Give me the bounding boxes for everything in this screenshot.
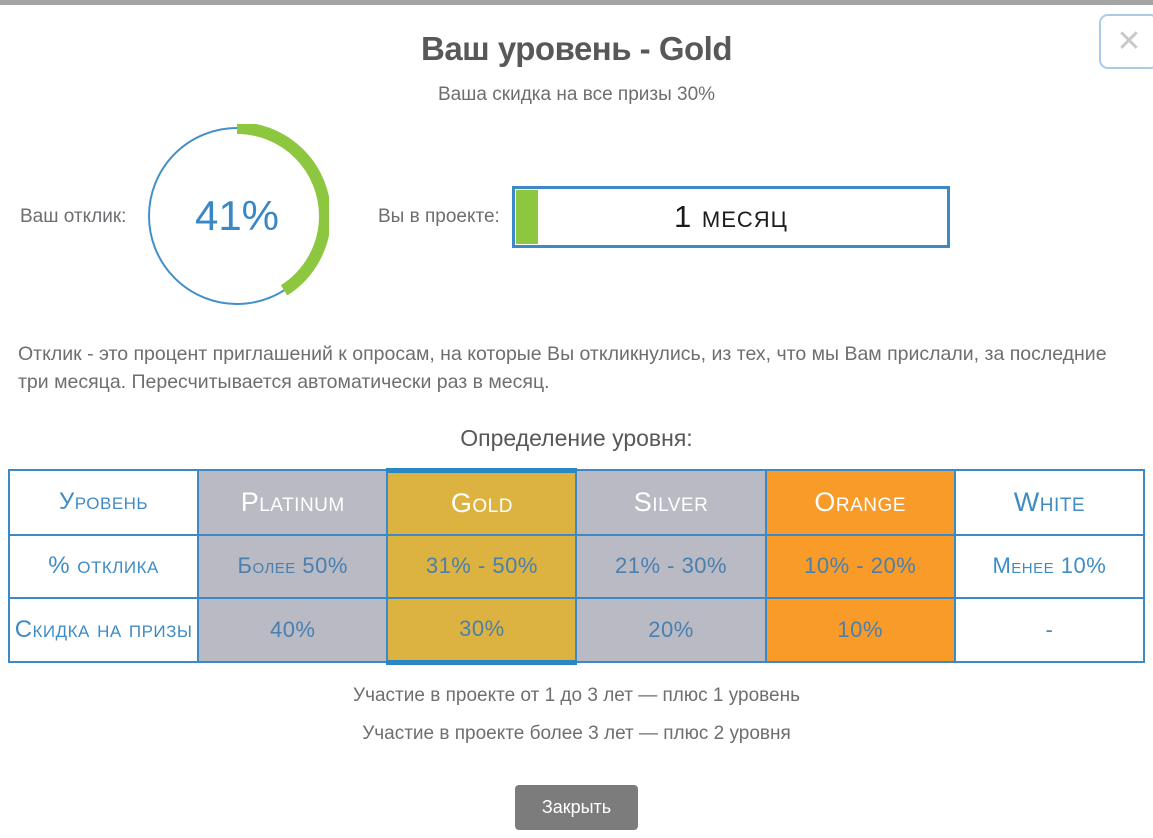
column-header-white: White <box>953 469 1146 536</box>
row-header-discount: Скидка на призы <box>7 596 200 664</box>
response-description: Отклик - это процент приглашений к опрос… <box>18 343 1107 394</box>
column-header-platinum: Platinum <box>197 469 389 536</box>
modal-close-button[interactable]: ✕ <box>1099 14 1153 69</box>
cell-white-response: Менее 10% <box>953 533 1146 599</box>
cell-orange-response: 10% - 20% <box>764 533 956 599</box>
cell-orange-discount: 10% <box>764 596 956 664</box>
column-header-silver: Silver <box>575 469 767 536</box>
close-button[interactable]: Закрыть <box>514 784 639 830</box>
cell-gold-response: 31% - 50% <box>386 533 578 599</box>
project-duration-bar: 1 месяц <box>512 186 950 248</box>
note-participation-over-3-years: Участие в проекте более 3 лет — плюс 2 у… <box>362 722 791 744</box>
cell-gold-discount: 30% <box>386 596 578 665</box>
response-label: Ваш отклик: <box>20 206 127 227</box>
stats-row: Ваш отклик: 41% Вы в проекте: 1 месяц <box>0 124 1153 310</box>
project-label: Вы в проекте: <box>378 206 500 227</box>
table-row-level-names: Уровень Platinum Gold Silver Orange Whit… <box>7 467 1146 536</box>
levels-table: Уровень Platinum Gold Silver Orange Whit… <box>7 467 1146 665</box>
levels-table-heading: Определение уровня: <box>460 424 693 451</box>
note-participation-1-3-years: Участие в проекте от 1 до 3 лет — плюс 1… <box>353 684 800 706</box>
cell-platinum-discount: 40% <box>197 596 389 664</box>
cell-silver-response: 21% - 30% <box>575 533 767 599</box>
top-strip <box>0 0 1153 5</box>
cell-white-discount: - <box>953 596 1146 664</box>
response-arc <box>145 124 329 308</box>
response-gauge: 41% <box>145 124 329 308</box>
column-header-gold: Gold <box>386 467 578 536</box>
table-row-discount: Скидка на призы 40% 30% 20% 10% - <box>7 596 1146 665</box>
gauge-ring-svg <box>145 124 329 308</box>
page-title: Ваш уровень - Gold <box>421 30 733 67</box>
project-bar-fill <box>516 190 538 244</box>
column-header-orange: Orange <box>764 469 956 536</box>
table-row-response-range: % отклика Более 50% 31% - 50% 21% - 30% … <box>7 533 1146 599</box>
cell-platinum-response: Более 50% <box>197 533 389 599</box>
response-percent: 41% <box>194 192 280 239</box>
project-duration-value: 1 месяц <box>674 199 788 234</box>
cell-silver-discount: 20% <box>575 596 767 664</box>
row-header-level: Уровень <box>7 469 200 536</box>
discount-subtitle: Ваша скидка на все призы 30% <box>437 84 716 105</box>
close-icon: ✕ <box>1116 24 1142 58</box>
row-header-response: % отклика <box>7 533 200 599</box>
